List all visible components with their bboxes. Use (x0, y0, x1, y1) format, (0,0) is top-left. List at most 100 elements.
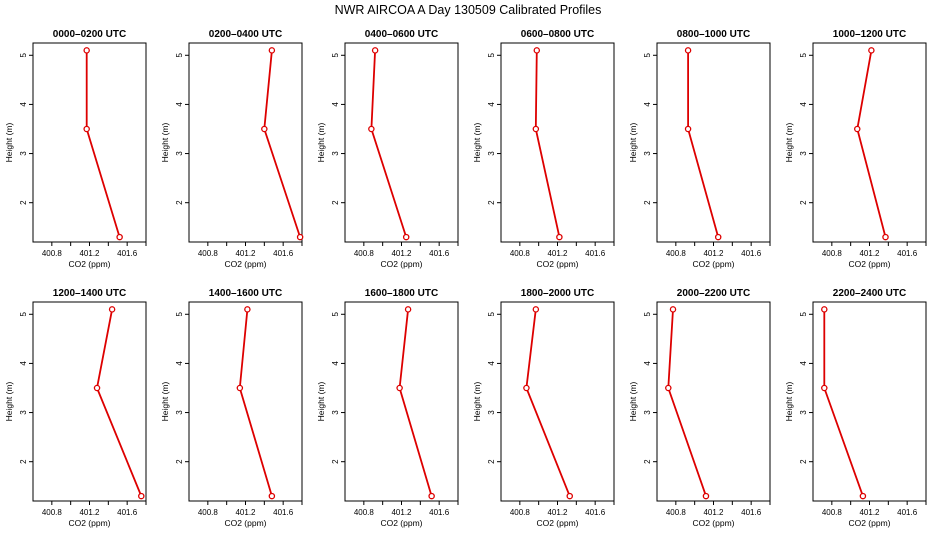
y-tick-label: 5 (175, 53, 184, 58)
data-point (868, 47, 875, 54)
x-axis-label: CO2 (ppm) (380, 518, 422, 528)
x-tick-label: 401.6 (897, 249, 918, 258)
x-axis-label: CO2 (ppm) (536, 259, 578, 269)
plot-frame (344, 42, 459, 243)
y-tick-label: 5 (643, 312, 652, 317)
data-point (669, 306, 677, 313)
x-tick-label: 400.8 (510, 508, 531, 517)
data-point (533, 47, 541, 54)
data-point (236, 384, 244, 392)
x-tick-label: 401.2 (235, 249, 256, 258)
figure-title: NWR AIRCOA A Day 130509 Calibrated Profi… (335, 3, 602, 17)
y-axis-label: Height (m) (628, 382, 638, 422)
panel-11: 2200–2400 UTC 400.8 401.2 401.6 CO2 (ppm) 2 3 4… (784, 288, 927, 528)
data-point (428, 492, 435, 500)
x-tick-label: 401.6 (429, 508, 450, 517)
x-tick-label: 401.2 (79, 508, 100, 517)
x-tick-label: 401.6 (117, 249, 138, 258)
y-tick-label: 3 (331, 410, 340, 415)
y-axis-label: Height (m) (4, 382, 14, 422)
y-tick-label: 5 (799, 53, 808, 58)
x-tick-label: 401.2 (391, 508, 412, 517)
x-axis-label: CO2 (ppm) (848, 259, 890, 269)
y-tick-label: 4 (487, 102, 496, 107)
x-axis-label: CO2 (ppm) (692, 259, 734, 269)
data-point (556, 233, 563, 241)
panel-10: 2000–2200 UTC 400.8 401.2 401.6 CO2 (ppm) 2 3 4… (628, 288, 771, 528)
panel-title: 1200–1400 UTC (53, 288, 126, 299)
x-tick-label: 401.2 (859, 249, 880, 258)
panel-title: 2200–2400 UTC (833, 288, 906, 299)
x-tick-label: 400.8 (42, 508, 63, 517)
plot-frame (812, 42, 927, 243)
profile-line (96, 309, 143, 497)
panel-3: 0600–0800 UTC 400.8 401.2 401.6 CO2 (ppm) 2 3 4… (472, 29, 615, 269)
x-axis-label: CO2 (ppm) (224, 518, 266, 528)
x-axis-label: CO2 (ppm) (224, 259, 266, 269)
panel-7: 1400–1600 UTC 400.8 401.2 401.6 CO2 (ppm) 2 3 4… (160, 288, 303, 528)
data-point (396, 384, 403, 392)
plot-frame (656, 42, 771, 243)
data-point (684, 47, 692, 54)
panel-title: 1000–1200 UTC (833, 29, 906, 40)
data-point (268, 47, 276, 54)
data-point (83, 47, 90, 54)
y-tick-label: 2 (19, 459, 28, 464)
panel-title: 1400–1600 UTC (209, 288, 282, 299)
plot-frame (32, 42, 147, 243)
data-point (371, 47, 379, 54)
data-point (821, 384, 828, 392)
y-tick-label: 3 (331, 151, 340, 156)
y-tick-label: 4 (175, 102, 184, 107)
y-tick-label: 2 (331, 200, 340, 205)
x-tick-label: 401.6 (273, 249, 294, 258)
data-point (404, 306, 412, 313)
panel-title: 0400–0600 UTC (365, 29, 438, 40)
y-axis-label: Height (m) (316, 382, 326, 422)
x-tick-label: 401.2 (703, 249, 724, 258)
x-tick-label: 400.8 (42, 249, 63, 258)
data-point (714, 233, 722, 241)
plot-frame (32, 301, 147, 502)
x-tick-label: 400.8 (198, 508, 219, 517)
data-point (821, 306, 828, 313)
y-axis-label: Height (m) (4, 123, 14, 163)
x-axis-label: CO2 (ppm) (68, 259, 110, 269)
y-tick-label: 4 (331, 361, 340, 366)
x-tick-label: 401.2 (391, 249, 412, 258)
y-axis-label: Height (m) (472, 382, 482, 422)
y-tick-label: 4 (643, 102, 652, 107)
y-tick-label: 2 (175, 200, 184, 205)
y-axis-label: Height (m) (316, 123, 326, 163)
panel-4: 0800–1000 UTC 400.8 401.2 401.6 CO2 (ppm) 2 3 4… (628, 29, 771, 269)
data-point (93, 384, 101, 392)
panel-title: 0600–0800 UTC (521, 29, 594, 40)
x-tick-label: 401.6 (741, 249, 762, 258)
data-point (402, 233, 410, 241)
y-tick-label: 5 (487, 312, 496, 317)
y-tick-label: 3 (487, 410, 496, 415)
plot-frame (500, 42, 615, 243)
data-point (566, 492, 573, 500)
y-tick-label: 3 (487, 151, 496, 156)
y-tick-label: 2 (19, 200, 28, 205)
x-tick-label: 401.6 (741, 508, 762, 517)
y-tick-label: 3 (799, 151, 808, 156)
x-tick-label: 400.8 (822, 508, 843, 517)
y-tick-label: 4 (175, 361, 184, 366)
panel-2: 0400–0600 UTC 400.8 401.2 401.6 CO2 (ppm) 2 3 4… (316, 29, 459, 269)
plot-frame (188, 42, 303, 243)
x-tick-label: 400.8 (822, 249, 843, 258)
x-axis-label: CO2 (ppm) (536, 518, 578, 528)
x-tick-label: 401.6 (585, 249, 606, 258)
data-point (116, 233, 123, 241)
x-tick-label: 400.8 (666, 508, 687, 517)
x-tick-label: 400.8 (510, 249, 531, 258)
panel-1: 0200–0400 UTC 400.8 401.2 401.6 CO2 (ppm) 2 3 4… (160, 29, 304, 269)
y-tick-label: 3 (643, 410, 652, 415)
y-tick-label: 2 (799, 200, 808, 205)
x-tick-label: 401.2 (859, 508, 880, 517)
y-tick-label: 5 (175, 312, 184, 317)
x-tick-label: 400.8 (354, 249, 375, 258)
